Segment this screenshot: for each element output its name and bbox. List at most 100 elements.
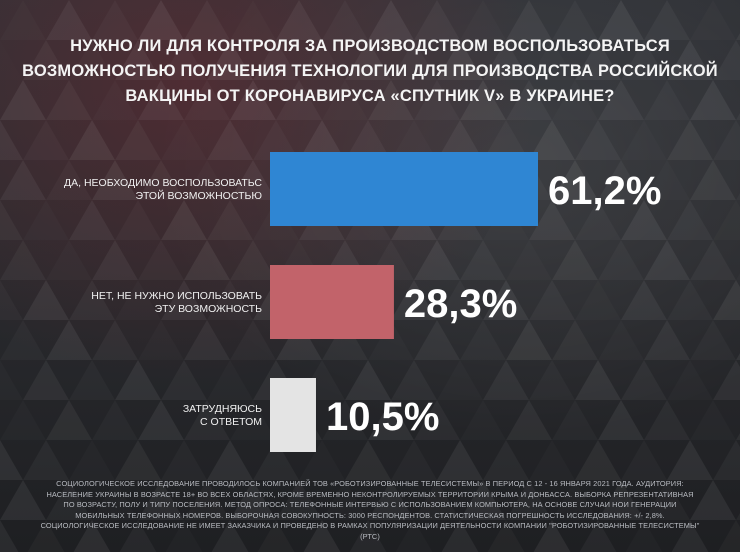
- background-triangle: [230, 480, 276, 520]
- background-triangle: [0, 520, 19, 552]
- background-triangle: [644, 400, 690, 440]
- background-triangle: [414, 400, 460, 440]
- bar: [270, 265, 394, 339]
- background-triangle: [23, 40, 69, 80]
- background-triangle: [276, 480, 322, 520]
- background-triangle: [414, 240, 460, 280]
- background-triangle: [598, 480, 644, 520]
- background-triangle: [506, 480, 552, 520]
- background-triangle: [345, 360, 391, 400]
- background-triangle: [667, 200, 713, 240]
- background-triangle: [598, 80, 644, 120]
- background-triangle: [460, 80, 506, 120]
- background-triangle: [736, 33, 740, 40]
- category-label: НЕТ, НЕ НУЖНО ИСПОЛЬЗОВАТЬ: [91, 290, 262, 302]
- background-triangle: [621, 280, 667, 320]
- background-triangle: [598, 400, 644, 440]
- background-triangle: [414, 0, 460, 40]
- background-triangle: [575, 120, 621, 160]
- background-triangle: [46, 320, 92, 360]
- background-triangle: [184, 320, 230, 360]
- background-triangle: [161, 200, 207, 240]
- background-triangle: [713, 40, 740, 80]
- background-triangle: [391, 360, 437, 400]
- bar: [270, 152, 538, 226]
- background-triangle: [345, 40, 391, 80]
- background-triangle: [690, 480, 736, 520]
- category-label: ЭТОЙ ВОЗМОЖНОСТЬЮ: [135, 189, 262, 202]
- background-triangle: [736, 353, 740, 360]
- background-triangle: [483, 40, 529, 80]
- background-triangle: [46, 0, 92, 40]
- background-triangle: [644, 240, 690, 280]
- background-triangle: [184, 400, 230, 440]
- background-triangle: [552, 160, 598, 200]
- background-triangle: [552, 320, 598, 360]
- methodology-footnote: СОЦИОЛОГИЧЕСКОЕ ИССЛЕДОВАНИЕ ПРОВОДИЛОСЬ…: [40, 479, 700, 541]
- background-triangle: [441, 520, 479, 552]
- background-triangle: [0, 80, 46, 120]
- background-triangle: [161, 280, 207, 320]
- background-triangle: [69, 200, 115, 240]
- background-triangle: [23, 440, 69, 480]
- background-triangle: [368, 0, 414, 40]
- background-triangle: [230, 240, 276, 280]
- background-triangle: [529, 280, 575, 320]
- background-triangle: [276, 80, 322, 120]
- background-triangle: [0, 440, 23, 480]
- background-triangle: [533, 520, 571, 552]
- background-triangle: [69, 120, 115, 160]
- background-triangle: [207, 440, 253, 480]
- background-triangle: [506, 400, 552, 440]
- background-triangle: [138, 0, 184, 40]
- background-triangle: [207, 200, 253, 240]
- background-triangle: [529, 120, 575, 160]
- background-triangle: [575, 360, 621, 400]
- background-triangle: [483, 280, 529, 320]
- background-triangle: [303, 520, 341, 552]
- background-triangle: [736, 513, 740, 520]
- background-triangle: [690, 160, 736, 200]
- background-triangle: [299, 120, 345, 160]
- background-triangle: [119, 520, 157, 552]
- background-triangle: [529, 200, 575, 240]
- background-triangle: [483, 360, 529, 400]
- data-label: 28,3%: [404, 282, 517, 326]
- background-triangle: [414, 320, 460, 360]
- background-triangle: [23, 280, 69, 320]
- background-triangle: [621, 200, 667, 240]
- background-triangle: [460, 480, 506, 520]
- background-triangle: [276, 0, 322, 40]
- background-triangle: [713, 440, 740, 480]
- background-triangle: [483, 440, 529, 480]
- background-triangle: [0, 480, 46, 520]
- background-triangle: [552, 240, 598, 280]
- background-triangle: [644, 320, 690, 360]
- background-triangle: [644, 0, 690, 40]
- background-triangle: [0, 200, 23, 240]
- background-triangle: [138, 160, 184, 200]
- background-triangle: [460, 240, 506, 280]
- background-triangle: [575, 440, 621, 480]
- background-triangle: [368, 80, 414, 120]
- background-triangle: [211, 520, 249, 552]
- background-triangle: [230, 80, 276, 120]
- background-triangle: [276, 320, 322, 360]
- category-label: ДА, НЕОБХОДИМО ВОСПОЛЬЗОВАТЬС: [64, 177, 262, 189]
- background-triangle: [621, 360, 667, 400]
- background-triangle: [690, 80, 736, 120]
- data-label: 61,2%: [548, 169, 661, 213]
- category-label: С ОТВЕТОМ: [200, 416, 262, 428]
- background-triangle: [115, 40, 161, 80]
- data-label: 10,5%: [326, 395, 439, 439]
- background-triangle: [115, 440, 161, 480]
- background-triangle: [253, 40, 299, 80]
- background-triangle: [0, 160, 46, 200]
- background-triangle: [667, 120, 713, 160]
- background-triangle: [368, 480, 414, 520]
- background-triangle: [736, 433, 740, 440]
- background-triangle: [598, 0, 644, 40]
- background-triangle: [345, 120, 391, 160]
- background-triangle: [207, 40, 253, 80]
- background-triangle: [92, 160, 138, 200]
